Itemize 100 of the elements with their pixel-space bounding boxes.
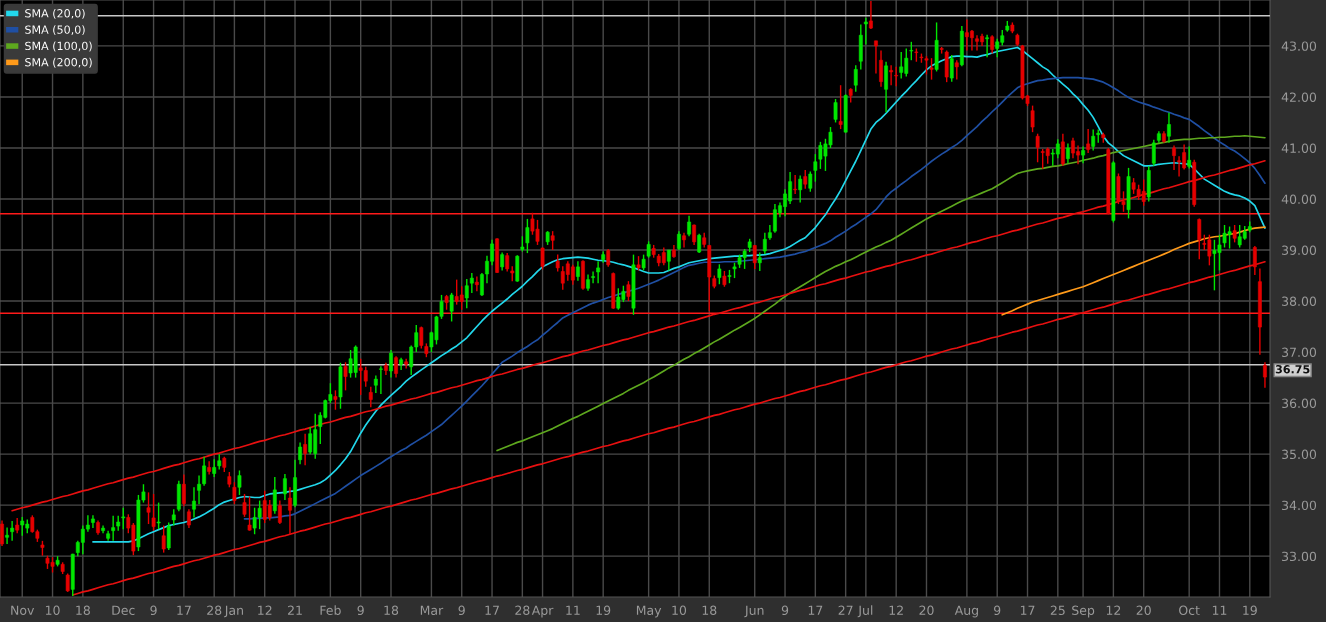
candlestick bbox=[298, 441, 302, 466]
x-tick-label: 11 bbox=[1212, 605, 1227, 615]
candlestick bbox=[929, 57, 934, 81]
candlestick bbox=[1030, 104, 1035, 133]
candlestick bbox=[874, 40, 878, 75]
legend-label: SMA (100,0) bbox=[25, 41, 92, 52]
x-tick-label: 17 bbox=[485, 605, 499, 615]
candlestick bbox=[884, 61, 888, 113]
candlestick bbox=[1081, 145, 1085, 164]
candlestick bbox=[1167, 112, 1171, 144]
candlestick bbox=[1055, 138, 1060, 159]
candlestick bbox=[879, 49, 883, 88]
candlestick bbox=[156, 501, 161, 530]
legend-label: SMA (50,0) bbox=[25, 25, 85, 36]
candlestick bbox=[954, 59, 959, 81]
candlestick bbox=[469, 272, 474, 294]
x-tick-label: Aug bbox=[954, 605, 978, 618]
candlestick bbox=[232, 481, 237, 505]
x-tick-label: Sep bbox=[1072, 605, 1095, 618]
candlestick bbox=[833, 98, 838, 124]
y-tick-label: 39.00 bbox=[1282, 245, 1317, 255]
x-tick-label: Feb bbox=[320, 605, 341, 616]
candlestick bbox=[161, 524, 166, 554]
candlestick bbox=[525, 218, 530, 254]
candlestick bbox=[1060, 132, 1065, 167]
candlestick bbox=[247, 495, 252, 532]
candlestick bbox=[207, 460, 212, 476]
line-series bbox=[496, 134, 1266, 452]
candlestick bbox=[692, 223, 696, 246]
y-tick-label: 33.00 bbox=[1282, 551, 1317, 562]
candlestick bbox=[808, 170, 813, 193]
y-tick-label: 35.00 bbox=[1282, 449, 1317, 460]
candlestick bbox=[308, 426, 313, 455]
candlestick bbox=[277, 499, 282, 525]
x-tick-label: 12 bbox=[889, 605, 903, 615]
x-tick-label: 9 bbox=[994, 605, 1001, 616]
candlestick bbox=[1172, 144, 1176, 171]
candlestick bbox=[283, 473, 287, 501]
x-tick-label: 9 bbox=[357, 605, 364, 616]
y-tick-label: 38.00 bbox=[1282, 296, 1317, 306]
candlestick bbox=[464, 278, 469, 309]
x-tick-label: 17 bbox=[808, 605, 823, 615]
line-series bbox=[11, 159, 1266, 512]
candlestick bbox=[197, 474, 201, 505]
candlestick bbox=[596, 260, 601, 284]
candlestick bbox=[576, 260, 580, 282]
x-tick-label: 27 bbox=[838, 605, 853, 615]
candlestick bbox=[1035, 132, 1040, 163]
candlestick bbox=[803, 169, 808, 190]
candlestick bbox=[368, 386, 373, 408]
candlestick bbox=[757, 251, 762, 272]
x-tick-label: 9 bbox=[458, 605, 465, 616]
y-tick-label: 43.00 bbox=[1281, 41, 1317, 51]
candlestick bbox=[379, 365, 383, 395]
x-tick-label: 20 bbox=[1136, 605, 1151, 616]
x-tick-label: 18 bbox=[702, 605, 717, 616]
x-tick-label: 11 bbox=[566, 605, 580, 615]
candlestick bbox=[813, 153, 818, 183]
candlestick bbox=[591, 270, 595, 284]
candlestick bbox=[0, 519, 4, 547]
candlestick bbox=[626, 280, 631, 302]
candlestick bbox=[242, 493, 247, 518]
candlestick bbox=[449, 292, 454, 323]
candlestick bbox=[540, 246, 545, 271]
legend-label: SMA (200,0) bbox=[25, 57, 92, 68]
candlestick bbox=[333, 389, 338, 411]
x-tick-label: 17 bbox=[1020, 605, 1035, 615]
x-tick-label: 10 bbox=[672, 605, 687, 616]
candlestick bbox=[187, 508, 191, 529]
candlestick bbox=[1197, 217, 1202, 260]
candlestick bbox=[687, 215, 691, 237]
candlestick bbox=[146, 491, 151, 525]
y-tick-label: 41.00 bbox=[1281, 143, 1317, 153]
candlestick bbox=[389, 349, 393, 379]
candlestick bbox=[798, 174, 803, 204]
x-tick-label: Nov bbox=[11, 605, 35, 616]
x-tick-label: 19 bbox=[596, 605, 611, 616]
x-tick-label: May bbox=[636, 605, 662, 618]
candlestick bbox=[666, 249, 671, 272]
x-tick-label: Jan bbox=[224, 605, 243, 618]
candlestick bbox=[272, 476, 277, 515]
x-tick-label: Jul bbox=[857, 605, 873, 618]
candlestick bbox=[762, 231, 767, 255]
candlestick bbox=[288, 486, 292, 535]
candlestick bbox=[570, 264, 575, 286]
x-tick-label: 28 bbox=[207, 605, 222, 616]
x-tick-label: 10 bbox=[45, 605, 60, 616]
candlestick bbox=[677, 230, 681, 251]
candlestick bbox=[985, 34, 989, 58]
candlestick bbox=[793, 174, 798, 195]
x-tick-label: 12 bbox=[1106, 605, 1121, 615]
candlestick bbox=[505, 252, 510, 273]
legend-label: SMA (20,0) bbox=[25, 8, 85, 19]
candlestick bbox=[10, 520, 15, 542]
candlestick bbox=[909, 41, 914, 61]
x-tick-label: Mar bbox=[420, 605, 444, 616]
candlestick bbox=[550, 230, 555, 251]
x-tick-label: 18 bbox=[76, 605, 90, 616]
candlestick bbox=[949, 54, 954, 83]
candlestick bbox=[838, 84, 843, 130]
